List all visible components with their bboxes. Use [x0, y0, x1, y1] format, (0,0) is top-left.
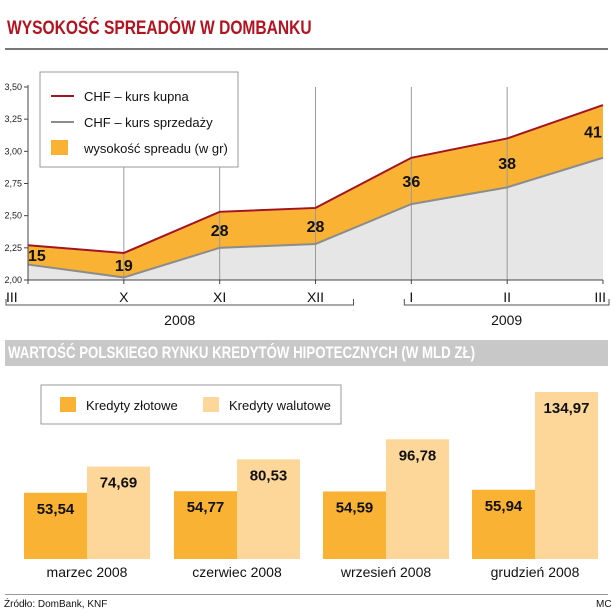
legend-label-buy: CHF – kurs kupna: [84, 89, 190, 104]
author-credit: MC: [596, 599, 612, 610]
spread-data-label: 15: [28, 248, 46, 265]
y-tick-label: 3,00: [4, 146, 22, 156]
x-category-label: czerwiec 2008: [192, 564, 282, 580]
y-tick-label: 2,75: [4, 179, 22, 189]
year-label: 2009: [491, 312, 522, 328]
x-tick-label: XI: [213, 289, 226, 305]
legend-swatch-walutowe: [203, 397, 219, 412]
x-category-label: grudzień 2008: [491, 564, 580, 580]
y-tick-label: 3,25: [4, 114, 22, 124]
chart2-title-band: [5, 340, 608, 366]
bar-kredyty-walutowe: [386, 439, 449, 559]
y-tick-label: 2,00: [4, 275, 22, 285]
bar-kredyty-zlotowe: [24, 492, 87, 559]
bar-data-label: 54,77: [187, 499, 225, 516]
y-tick-label: 2,50: [4, 211, 22, 221]
x-tick-label: III: [594, 289, 606, 305]
x-tick-label: II: [503, 289, 511, 305]
bar-kredyty-zlotowe: [323, 491, 386, 559]
spread-data-label: 19: [115, 258, 133, 275]
footer-rule: [5, 594, 608, 595]
legend-swatch-zlotowe: [60, 397, 76, 412]
legend-label-zlotowe: Kredyty złotowe: [86, 398, 178, 413]
year-label: 2008: [164, 312, 195, 328]
legend-swatch-spread: [51, 140, 68, 155]
bar-kredyty-zlotowe: [174, 491, 237, 559]
x-tick-label: X: [119, 289, 129, 305]
legend-box: [39, 71, 239, 168]
area-under-sell-line: [28, 157, 603, 280]
bar-data-label: 96,78: [399, 447, 437, 464]
spread-data-label: 28: [307, 219, 325, 236]
y-tick-label: 3,50: [4, 82, 22, 92]
bar-data-label: 55,94: [485, 498, 523, 515]
chart2-title: WARTOŚĆ POLSKIEGO RYNKU KREDYTÓW HIPOTEC…: [8, 343, 476, 362]
bar-data-label: 53,54: [37, 501, 75, 518]
spread-data-label: 36: [402, 174, 420, 191]
bar-data-label: 80,53: [250, 467, 288, 484]
legend-label-walutowe: Kredyty walutowe: [229, 398, 331, 413]
x-tick-label: I: [409, 289, 413, 305]
year-bracket: [403, 299, 610, 306]
year-bracket: [5, 299, 354, 306]
spread-data-label: 41: [584, 124, 602, 141]
source-note: Źródło: DomBank, KNF: [4, 599, 108, 610]
legend-box: [40, 384, 342, 425]
x-category-label: wrzesień 2008: [340, 564, 431, 580]
series-line-sell: [27, 156, 604, 279]
bar-kredyty-zlotowe: [472, 489, 535, 559]
bar-data-label: 74,69: [100, 475, 138, 492]
legend-label-sell: CHF – kurs sprzedaży: [84, 115, 213, 130]
x-category-label: marzec 2008: [47, 564, 128, 580]
bar-kredyty-walutowe: [87, 466, 150, 559]
bar-data-label: 54,59: [336, 499, 374, 516]
spread-data-label: 28: [211, 223, 229, 240]
x-tick-label: XII: [307, 289, 324, 305]
title-rule: [5, 48, 608, 50]
spread-data-label: 38: [498, 156, 516, 173]
bar-kredyty-walutowe: [535, 392, 598, 559]
legend-label-spread: wysokość spreadu (w gr): [83, 141, 228, 156]
series-line-buy: [27, 104, 604, 254]
bar-kredyty-walutowe: [237, 459, 300, 559]
y-tick-label: 2,25: [4, 243, 22, 253]
bar-data-label: 134,97: [544, 400, 590, 417]
mortgage-bar-chart: 53,54 74,69 marzec 2008 54,77 80,53 czerwiec …: [24, 384, 598, 580]
chart1-title: WYSOKOŚĆ SPREADÓW W DOMBANKU: [7, 18, 312, 39]
x-tick-label: III: [6, 289, 18, 305]
